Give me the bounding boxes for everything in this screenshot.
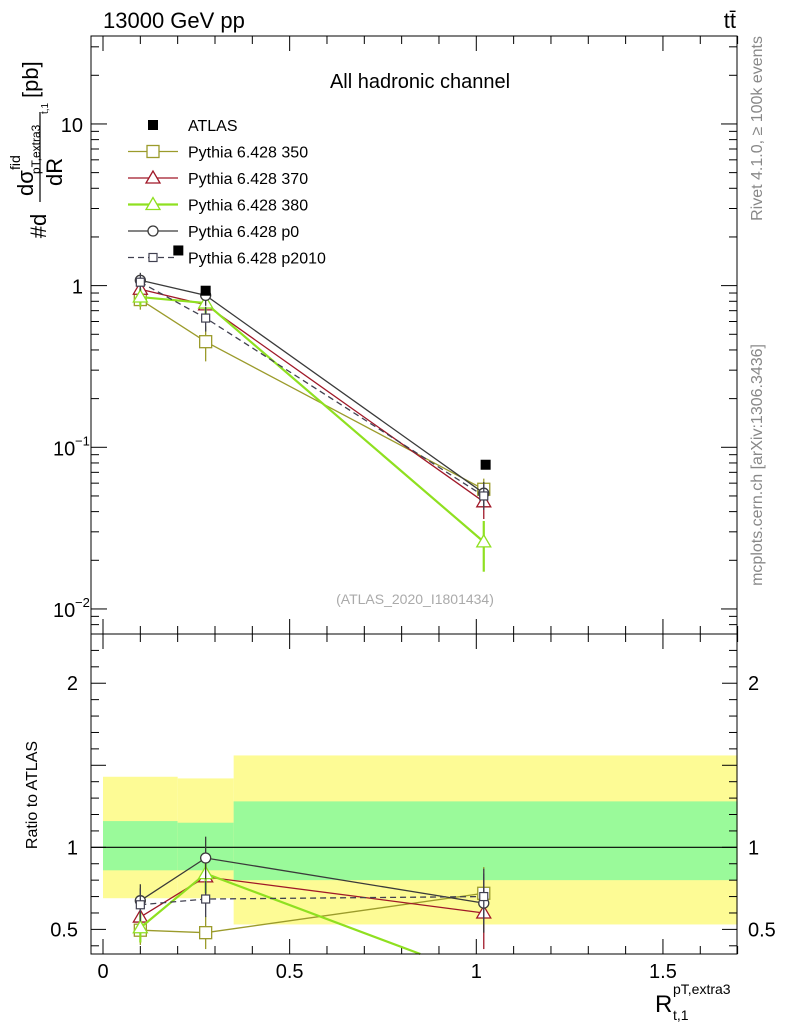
ratio-plot-panel: 2 2 1 1 0.5 0.5 0 0.5 1 1.5 <box>50 633 776 983</box>
legend-marker <box>144 169 162 184</box>
legend: ATLAS Pythia 6.428 350 Pythia 6.428 370 Pyt… <box>128 118 326 268</box>
ratio-tick-labels: 2 2 1 1 0.5 0.5 0 0.5 1 1.5 <box>50 673 776 983</box>
legend-label: Pythia 6.428 p0 <box>188 224 299 241</box>
atlas-data-layer <box>173 245 491 470</box>
rivet-version-label: Rivet 4.1.0, ≥ 100k events <box>749 36 766 221</box>
ratio-series-marker <box>479 891 489 902</box>
main-series-2 <box>132 288 492 572</box>
ratio-y-tick-label-right: 0.5 <box>748 919 776 941</box>
ratio-band-green <box>233 801 738 881</box>
main-series-layer <box>132 272 492 572</box>
atlas-data-point <box>200 285 211 296</box>
chart-title: All hadronic channel <box>330 71 510 93</box>
main-y-tick-label: 10 −2 <box>53 595 90 622</box>
ylabel-numerator: dσ <box>13 170 38 196</box>
ratio-y-tick-label-left: 1 <box>67 837 78 859</box>
legend-label: Pythia 6.428 370 <box>188 171 308 188</box>
x-axis-label-sub: t,1 <box>673 1007 689 1023</box>
ratio-series-marker <box>200 852 212 864</box>
main-y-tick-base: 1 <box>72 277 83 299</box>
atlas-data-point <box>480 459 491 470</box>
ratio-y-tick-label-left: 0.5 <box>50 919 78 941</box>
atlas-data-point <box>173 245 184 256</box>
ratio-series-marker <box>135 900 145 910</box>
legend-entry: Pythia 6.428 370 <box>128 169 308 188</box>
analysis-watermark: (ATLAS_2020_I1801434) <box>336 591 494 607</box>
main-y-axis-label: #d <box>26 214 51 238</box>
main-series-1 <box>132 280 492 520</box>
ratio-series-marker <box>199 926 213 940</box>
ylabel-numerator-sub: pT,extra3 <box>29 124 43 174</box>
legend-entry: Pythia 6.428 380 <box>128 196 308 215</box>
ylabel-numerator-sup: fid <box>7 155 23 170</box>
ratio-series-marker <box>201 894 211 904</box>
ylabel-denominator: dR <box>42 158 67 186</box>
main-series-0 <box>133 290 491 502</box>
ratio-axis-ticks <box>91 634 739 954</box>
legend-entry: Pythia 6.428 p0 <box>128 224 299 241</box>
legend-marker <box>146 144 160 159</box>
legend-label: ATLAS <box>188 118 238 135</box>
ratio-y-tick-label-left: 2 <box>67 673 78 695</box>
ratio-series-layer <box>132 836 492 956</box>
main-series-4 <box>135 274 489 510</box>
main-series-marker <box>132 288 149 303</box>
ratio-series-4 <box>135 868 489 925</box>
ratio-y-tick-label-right: 1 <box>748 837 759 859</box>
legend-marker <box>148 252 158 263</box>
ratio-x-tick-label: 0.5 <box>276 961 304 983</box>
main-y-tick-label: 10 −1 <box>53 433 90 460</box>
legend-label: Pythia 6.428 350 <box>188 145 308 162</box>
legend-entry: ATLAS <box>148 118 238 135</box>
ratio-series-marker <box>132 919 149 934</box>
svg-text:#d: #d <box>26 214 51 238</box>
main-y-tick-exponent: −2 <box>75 595 90 610</box>
ratio-uncertainty-bands <box>91 755 738 925</box>
legend-entry: Pythia 6.428 350 <box>128 145 308 162</box>
legend-entry: Pythia 6.428 p2010 <box>128 251 326 268</box>
main-series-marker <box>199 335 213 349</box>
main-y-tick-label: 10 <box>61 115 83 137</box>
x-axis-label: RpT,extra3 t,1 <box>655 981 731 1023</box>
ylabel-suffix: [pb] <box>18 61 43 98</box>
main-y-tick-base: 10 <box>53 438 75 460</box>
ratio-y-axis-label: Ratio to ATLAS <box>24 741 41 849</box>
ratio-band-green <box>103 821 178 871</box>
ratio-x-tick-label: 0 <box>97 961 108 983</box>
ratio-x-tick-label: 1 <box>471 961 482 983</box>
ylabel-prefix: #d <box>26 214 51 238</box>
energy-label: 13000 GeV pp <box>103 8 245 33</box>
main-y-tick-base: 10 <box>61 115 83 137</box>
ratio-y-tick-label-right: 2 <box>748 673 759 695</box>
main-series-marker <box>475 533 492 548</box>
main-series-marker <box>135 277 145 287</box>
main-series-line <box>140 281 485 497</box>
main-y-tick-label: 1 <box>72 277 83 299</box>
x-axis-label-sup: pT,extra3 <box>673 981 731 997</box>
legend-label: Pythia 6.428 p2010 <box>188 251 326 268</box>
process-label: tt̄ <box>724 8 736 33</box>
main-y-tick-exponent: −1 <box>75 433 90 448</box>
ylabel-numerator-sub2: t,1 <box>40 102 51 114</box>
main-y-tick-base: 10 <box>53 600 75 622</box>
main-axis-ticks <box>91 36 739 635</box>
legend-marker <box>147 225 159 237</box>
mcplots-source-label: mcplots.cern.ch [arXiv:1306.3436] <box>749 344 766 586</box>
x-axis-label-base: R <box>655 991 672 1018</box>
ratio-x-tick-label: 1.5 <box>649 961 677 983</box>
main-series-marker <box>479 491 489 501</box>
legend-marker <box>148 120 158 130</box>
main-series-line <box>140 295 485 543</box>
legend-label: Pythia 6.428 380 <box>188 198 308 215</box>
ratio-frame <box>90 633 738 955</box>
main-series-marker <box>201 313 211 323</box>
legend-marker <box>144 196 162 211</box>
